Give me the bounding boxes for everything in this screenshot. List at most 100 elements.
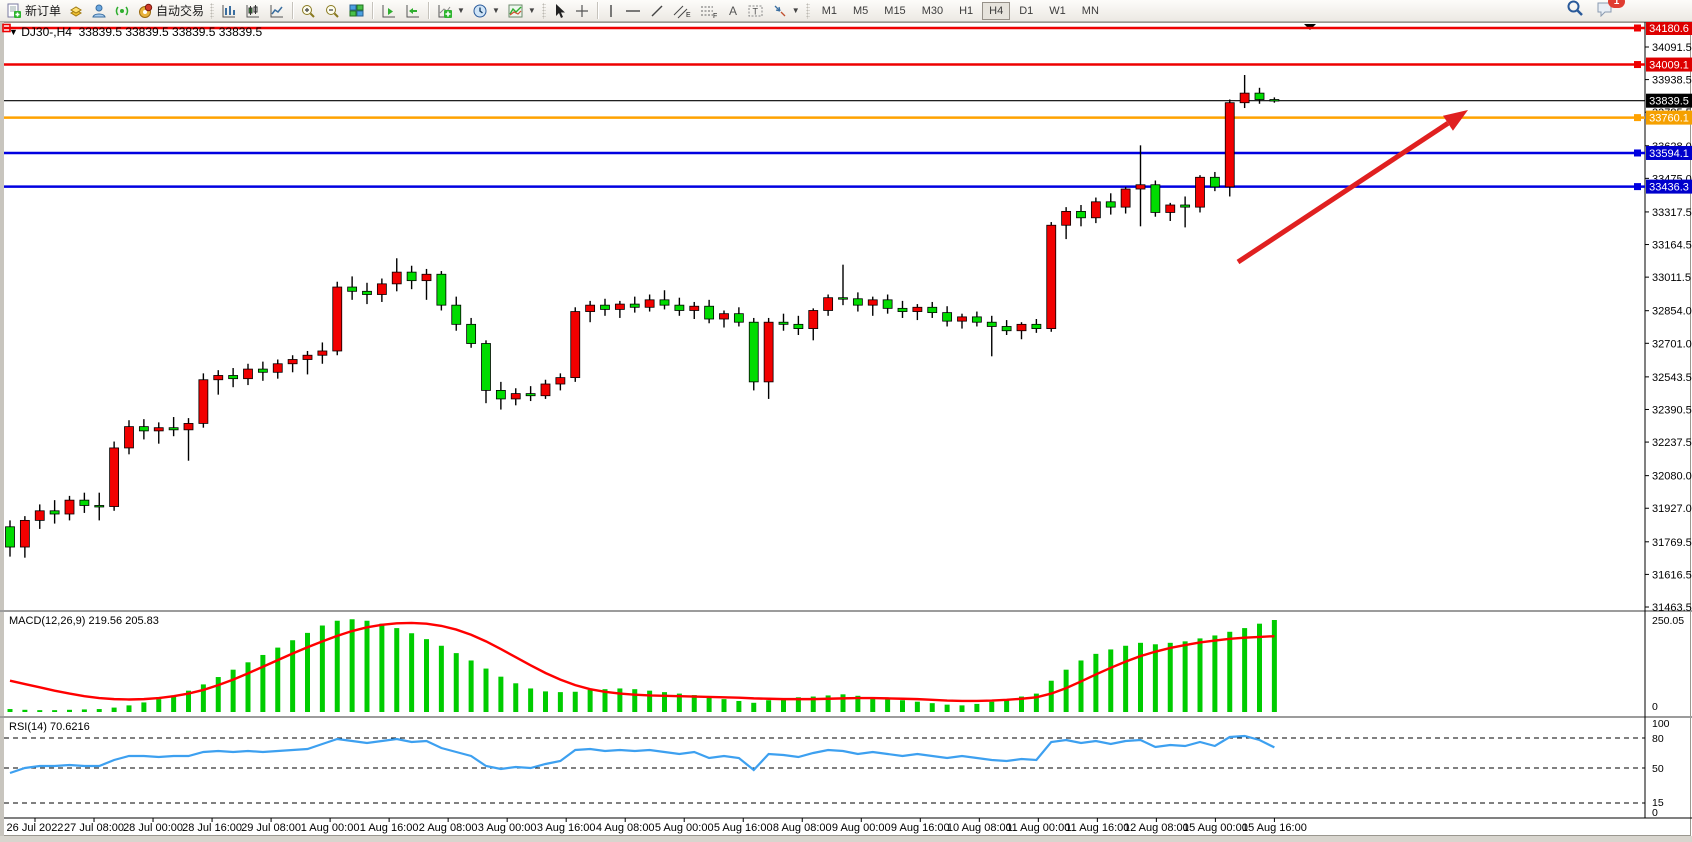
vline-tool-button[interactable]: [602, 1, 620, 21]
periods-button[interactable]: ▼: [469, 1, 503, 21]
level-line-left-handle[interactable]: [2, 23, 11, 33]
timeframe-mn[interactable]: MN: [1081, 4, 1099, 17]
cursor-tool-button[interactable]: [549, 1, 570, 21]
level-line-right-handle[interactable]: [1634, 61, 1641, 69]
level-line-34180.6[interactable]: [2, 23, 1645, 33]
pane-splitter-macd[interactable]: [0, 610, 1692, 612]
candle-body: [421, 273, 432, 282]
trend-arrow[interactable]: [1236, 110, 1468, 265]
notification-badge: 1: [1608, 0, 1625, 8]
macd-histogram-bar: [1271, 620, 1277, 712]
text-tool-button[interactable]: A: [723, 1, 743, 21]
price-badge-34009.1: 34009.1: [1646, 57, 1692, 72]
gold-icon-button[interactable]: [65, 1, 87, 21]
candle-body: [986, 321, 997, 327]
zoom-in-button[interactable]: [297, 1, 320, 21]
macd-histogram-bar: [141, 702, 147, 712]
toolbar-grip: [210, 2, 215, 19]
rsi-indicator-label: RSI(14) 70.6216: [9, 721, 90, 733]
time-tick-label: 10 Aug 08:00: [947, 822, 1012, 834]
level-line-34009.1[interactable]: [4, 61, 1645, 69]
macd-histogram-bar: [67, 709, 72, 712]
macd-histogram-bar: [647, 690, 653, 712]
candle-body: [168, 427, 179, 431]
price-tick-label: 32543.5: [1652, 372, 1692, 384]
macd-pane[interactable]: 250.05 0: [7, 615, 1685, 713]
candle-body: [495, 389, 506, 400]
crosshair-tool-button[interactable]: [571, 1, 593, 21]
candle-body: [64, 499, 75, 515]
candle-body: [183, 423, 194, 431]
level-line-33594.1[interactable]: [4, 149, 1645, 157]
macd-histogram-bar: [602, 689, 608, 712]
arrows-tool-button[interactable]: ▼: [769, 1, 803, 21]
text-label-tool-button[interactable]: T: [744, 1, 768, 21]
timeframe-w1[interactable]: W1: [1049, 4, 1066, 17]
timeframe-d1[interactable]: D1: [1019, 4, 1034, 17]
zoom-out-button[interactable]: [321, 1, 344, 21]
pane-splitter-rsi[interactable]: [0, 716, 1692, 718]
indicators-button[interactable]: ▼: [433, 1, 468, 21]
price-tick-label: 32701.0: [1652, 338, 1692, 350]
macd-histogram-bar: [260, 654, 266, 712]
chart-menu-icon[interactable]: ▼: [9, 27, 18, 37]
level-line-33436.3[interactable]: [4, 183, 1645, 191]
candle-body: [629, 303, 640, 308]
templates-button[interactable]: ▼: [504, 1, 539, 21]
rsi-pane[interactable]: 100 80 50 150: [4, 718, 1670, 819]
candle-body: [451, 304, 462, 325]
level-line-33760.1[interactable]: [4, 114, 1645, 122]
trendline-tool-button[interactable]: [646, 1, 668, 21]
level-line-right-handle[interactable]: [1634, 114, 1641, 122]
fibonacci-tool-button[interactable]: F: [696, 1, 722, 21]
time-tick-label: 3 Aug 00:00: [478, 822, 537, 834]
rsi-axis-label-100: 100: [1652, 718, 1670, 730]
bar-chart-button[interactable]: [217, 1, 240, 21]
candlestick-chart-button[interactable]: [241, 1, 264, 21]
macd-histogram-bar: [855, 695, 861, 712]
notifications-button[interactable]: 1: [1596, 0, 1625, 22]
candle-body: [1254, 92, 1265, 100]
hline-tool-button[interactable]: [621, 1, 645, 21]
svg-text:33839.5: 33839.5: [1649, 96, 1689, 108]
timeframe-m30[interactable]: M30: [921, 4, 944, 17]
auto-trading-button[interactable]: 自动交易: [134, 1, 207, 21]
svg-text:33594.1: 33594.1: [1649, 148, 1689, 160]
channel-tool-button[interactable]: E: [669, 1, 695, 21]
timeframe-m1[interactable]: M1: [821, 4, 837, 17]
candle-body: [332, 286, 343, 352]
candle-body: [347, 286, 358, 292]
tile-windows-button[interactable]: [345, 1, 368, 21]
level-line-right-handle[interactable]: [1634, 183, 1641, 191]
level-line-right-handle[interactable]: [1634, 149, 1641, 157]
search-icon[interactable]: [1566, 0, 1584, 22]
candle-body: [852, 298, 863, 306]
time-axis[interactable]: 26 Jul 2022 27 Jul 08:00 28 Jul 00:00 28 Ju…: [7, 818, 1307, 834]
timeframe-m15[interactable]: M15: [884, 4, 906, 17]
timeframe-h4[interactable]: H4: [982, 1, 1011, 20]
candle-body: [1046, 224, 1057, 329]
cursor-icon: [552, 3, 567, 19]
timeframe-h1[interactable]: H1: [959, 4, 974, 17]
candle-body: [659, 299, 670, 306]
time-tick-label: 15 Aug 16:00: [1242, 822, 1307, 834]
fibonacci-icon: F: [699, 3, 719, 19]
candles-layer[interactable]: [5, 75, 1280, 558]
level-line-right-handle[interactable]: [1634, 24, 1641, 32]
candle-body: [585, 304, 596, 312]
candle-body: [228, 375, 239, 380]
chart-shift-button[interactable]: [401, 1, 424, 21]
community-button[interactable]: [88, 1, 110, 21]
line-chart-button[interactable]: [265, 1, 288, 21]
price-badge-33436.3: 33436.3: [1646, 179, 1692, 194]
signals-button[interactable]: [111, 1, 133, 21]
dropdown-caret-icon: ▼: [791, 6, 800, 15]
auto-scroll-button[interactable]: [377, 1, 400, 21]
new-order-button[interactable]: 新订单: [3, 1, 64, 21]
chart-title: ▼ DJ30-,H4 33839.5 33839.5 33839.5 33839…: [9, 25, 262, 39]
timeframe-m5[interactable]: M5: [853, 4, 869, 17]
macd-histogram-bar: [1033, 693, 1039, 712]
macd-histogram-bar: [751, 702, 757, 712]
macd-main-value: 219.56: [88, 615, 123, 627]
